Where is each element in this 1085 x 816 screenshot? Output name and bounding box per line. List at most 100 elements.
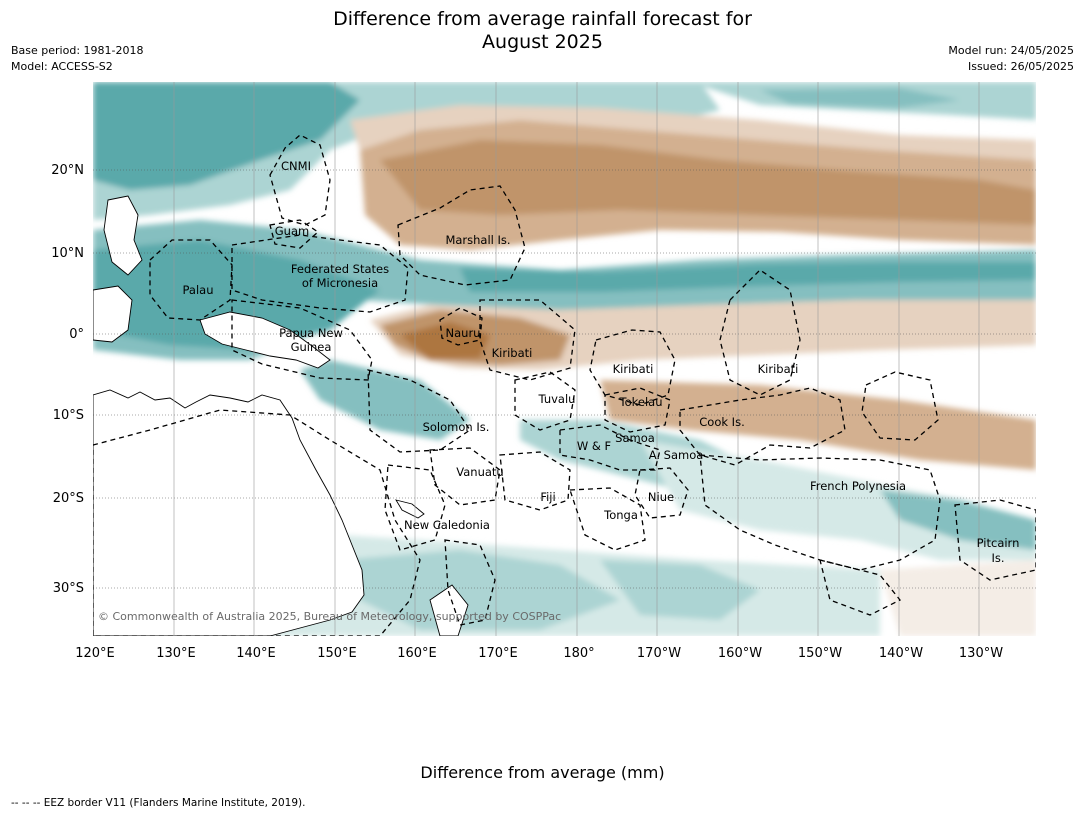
eez-nauru <box>439 307 483 346</box>
region-label: Papua New <box>279 326 343 340</box>
region-label: A. Samoa <box>649 448 704 462</box>
eez-wallis-samoa <box>559 424 661 471</box>
base-period: Base period: 1981-2018 <box>11 44 144 57</box>
footnote-eez: -- -- -- EEZ border V11 (Flanders Marine… <box>11 797 306 809</box>
borneo-landmass <box>93 285 133 343</box>
region-label: Palau <box>183 283 214 297</box>
model-name: Model: ACCESS-S2 <box>11 60 113 73</box>
lat-label: 20°N <box>51 163 84 178</box>
issued-date: Issued: 26/05/2025 <box>967 60 1074 73</box>
region-label: CNMI <box>281 159 311 173</box>
eez-tokelau <box>604 387 671 433</box>
eez-png <box>231 299 373 381</box>
eez-south-east <box>819 559 902 616</box>
wet-field-itcz-east <box>460 262 1036 292</box>
eez-kiribati-east <box>719 269 801 396</box>
lat-label: 20°S <box>53 491 84 506</box>
australia-landmass <box>93 389 365 636</box>
lon-label: 170°W <box>637 646 681 661</box>
eez-tuvalu <box>514 371 576 431</box>
colorbar-label: Difference from average (mm) <box>420 763 665 782</box>
eez-cnmi <box>269 134 331 226</box>
wet-field-south-core <box>600 560 760 620</box>
region-label: Federated States <box>291 262 389 276</box>
region-label: W & F <box>577 439 611 453</box>
lon-label: 150°E <box>317 646 357 661</box>
region-label: Niue <box>648 490 674 504</box>
region-label: Tonga <box>603 508 638 522</box>
eez-niue <box>634 467 689 519</box>
eez-australia <box>93 409 421 636</box>
region-label: Cook Is. <box>699 415 744 429</box>
lon-label: 170°E <box>478 646 518 661</box>
lon-label: 180° <box>563 646 594 661</box>
region-label: Is. <box>991 551 1004 565</box>
region-label: Tokelau <box>619 395 663 409</box>
wet-field-itcz-core <box>93 240 380 350</box>
land-masses <box>93 195 469 636</box>
eez-kiribati-west <box>479 299 576 381</box>
dry-field-south <box>880 560 1036 636</box>
lon-label: 130°W <box>959 646 1003 661</box>
region-label: Kiribati <box>758 362 799 376</box>
region-label: Nauru <box>446 326 481 340</box>
wet-field-north-core <box>93 82 360 190</box>
eez-pitcairn <box>954 499 1036 581</box>
eez-polynesia <box>699 454 941 571</box>
eez-fiji <box>499 451 571 511</box>
philippines-landmass <box>103 195 143 276</box>
eez-vanuatu <box>429 447 501 506</box>
region-label: Vanuatu <box>456 465 503 479</box>
region-label: Marshall Is. <box>445 233 510 247</box>
lon-label: 140°W <box>879 646 923 661</box>
lon-label: 160°E <box>397 646 437 661</box>
lat-label: 10°N <box>51 246 84 261</box>
lon-label: 140°E <box>236 646 276 661</box>
model-run: Model run: 24/05/2025 <box>948 44 1074 57</box>
region-label: Solomon Is. <box>423 420 490 434</box>
new-zealand-landmass <box>429 584 469 636</box>
lon-label: 160°W <box>718 646 762 661</box>
gridlines <box>93 82 1036 636</box>
eez-tonga <box>569 487 646 551</box>
latitude-labels: 20°N 10°N 0° 10°S 20°S 30°S <box>51 163 84 596</box>
eez-palau <box>149 239 233 321</box>
eez-polynesia-north <box>861 371 939 441</box>
copyright-notice: © Commonwealth of Australia 2025, Bureau… <box>98 610 561 623</box>
lon-label: 150°W <box>798 646 842 661</box>
longitude-labels: 120°E 130°E 140°E 150°E 160°E 170°E 180° 170°W 1… <box>75 646 1003 661</box>
wet-field-coral-sea <box>300 360 470 440</box>
lat-label: 10°S <box>53 408 84 423</box>
region-label: Samoa <box>615 431 655 445</box>
lon-label: 130°E <box>156 646 196 661</box>
dry-field-north-core <box>380 140 1036 225</box>
wet-field-polynesia <box>880 490 1036 550</box>
region-label: Kiribati <box>613 362 654 376</box>
region-label: Pitcairn <box>977 536 1020 550</box>
lat-label: 30°S <box>53 581 84 596</box>
region-label: French Polynesia <box>810 479 906 493</box>
lon-label: 120°E <box>75 646 115 661</box>
region-label: Tuvalu <box>538 392 576 406</box>
rainfall-field <box>93 82 1036 636</box>
wet-field-ne-core <box>760 88 960 108</box>
lat-label: 0° <box>69 327 84 342</box>
eez-cook <box>679 387 846 466</box>
title-line-1: Difference from average rainfall forecas… <box>333 8 752 30</box>
eez-kiribati-central <box>589 329 676 406</box>
region-label: of Micronesia <box>302 276 378 290</box>
dry-field-equator-center <box>400 322 490 360</box>
title-line-2: August 2025 <box>482 31 603 53</box>
dry-field-north-fringe <box>350 105 1036 160</box>
region-label: Fiji <box>540 490 555 504</box>
region-label: Guinea <box>291 340 332 354</box>
wet-field-tasman-core <box>340 550 620 630</box>
region-label: Kiribati <box>492 346 533 360</box>
region-label: Guam <box>275 224 309 238</box>
eez-guam <box>269 219 320 249</box>
new-caledonia-landmass <box>395 499 425 519</box>
eez-fsm <box>231 234 409 313</box>
eez-borders <box>93 134 1036 636</box>
